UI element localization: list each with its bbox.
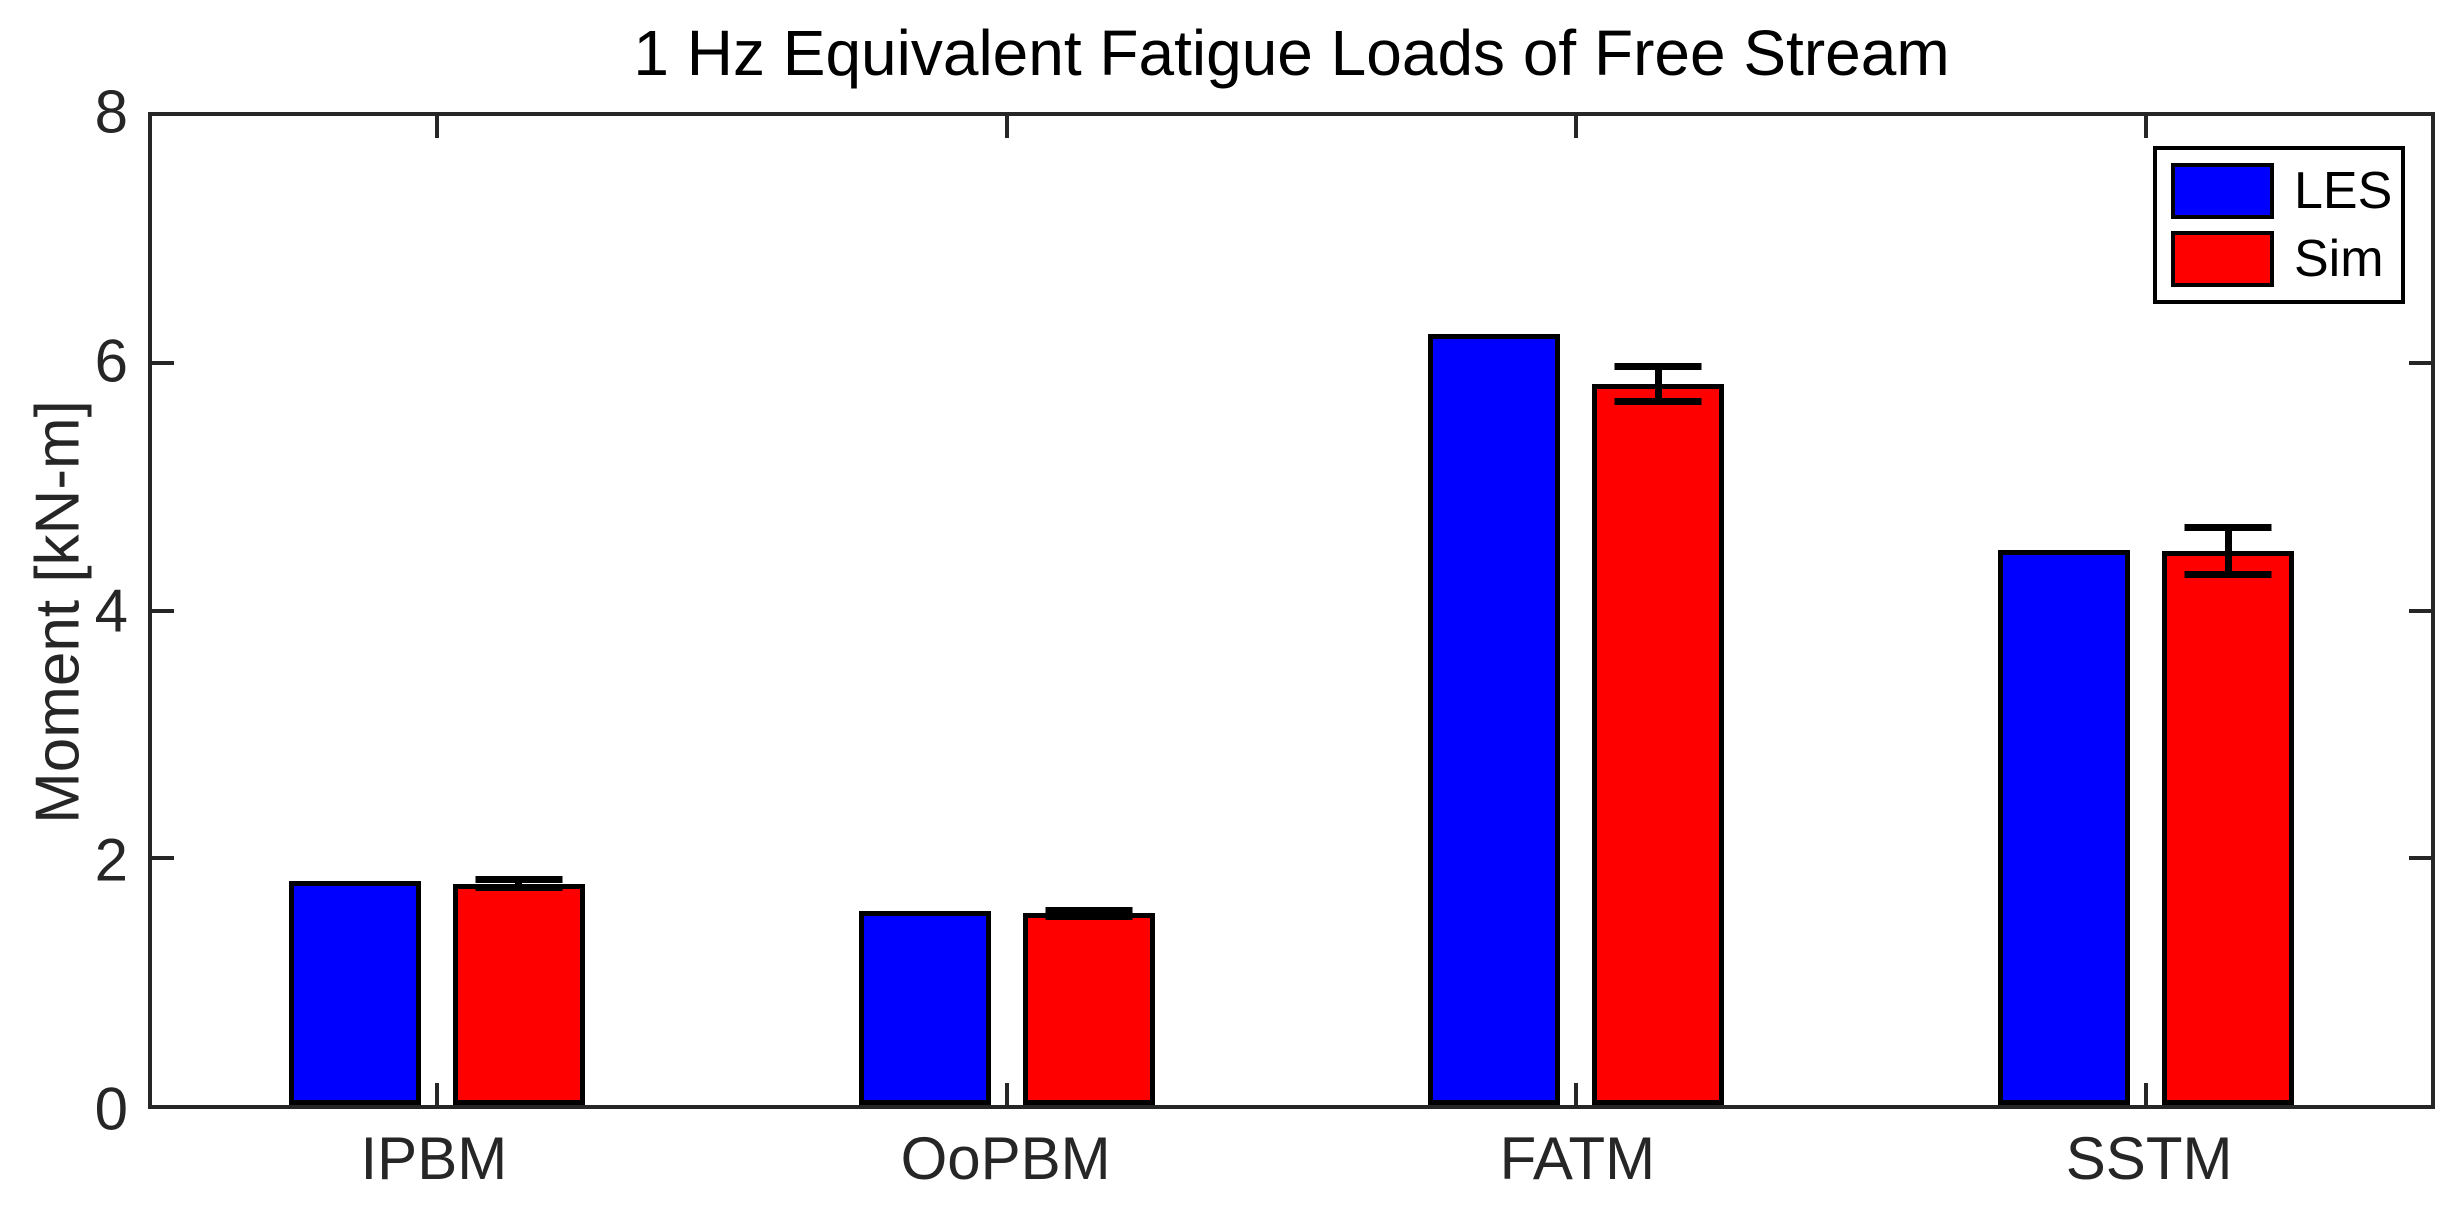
bar-les-oopbm	[858, 910, 991, 1105]
bar-sim-oopbm	[1022, 913, 1155, 1105]
x-axis-tick-labels: IPBM OoPBM FATM SSTM	[148, 1124, 2435, 1193]
y-tick-mark-left-2	[152, 855, 174, 860]
legend-row-les: LES	[2171, 161, 2401, 220]
x-tick-label-sstm: SSTM	[2065, 1125, 2233, 1192]
errorbar-sim-oopbm	[1045, 907, 1133, 920]
bar-les-ipbm	[288, 881, 421, 1105]
legend-swatch-les	[2171, 162, 2274, 219]
y-tick-label-0: 0	[94, 1075, 128, 1143]
x-tick-label-ipbm: IPBM	[360, 1125, 508, 1192]
x-tick-mark-top	[1574, 116, 1579, 138]
y-tick-label-4: 4	[94, 577, 128, 644]
bar-group-ipbm	[152, 116, 722, 1105]
x-tick-label-oopbm: OoPBM	[900, 1125, 1111, 1192]
errorbar-stem	[515, 876, 523, 892]
bar-group-sstm	[1861, 116, 2431, 1105]
y-tick-mark-right-4	[2409, 608, 2431, 613]
y-tick-mark-left-4	[152, 608, 174, 613]
x-tick-mark-top	[1004, 116, 1009, 138]
y-axis-tick-labels: 0 2 4 6 8	[0, 79, 128, 1143]
x-tick-mark-top	[434, 116, 439, 138]
x-tick-mark-bottom	[1574, 1083, 1579, 1105]
y-tick-label-6: 6	[94, 327, 128, 395]
x-tick-mark-bottom	[1004, 1083, 1009, 1105]
y-tick-mark-right-2	[2409, 855, 2431, 860]
errorbar-stem	[2224, 523, 2232, 579]
plot-area	[148, 112, 2435, 1109]
legend-label-les: LES	[2294, 161, 2393, 220]
errorbar-cap-bottom	[475, 884, 563, 892]
bar-pair	[1861, 116, 2431, 1105]
y-tick-mark-right-6	[2409, 361, 2431, 366]
errorbar-cap-bottom	[1045, 912, 1133, 920]
errorbar-cap-bottom	[1614, 398, 1702, 406]
errorbar-cap-bottom	[2184, 571, 2272, 579]
bar-pair	[1292, 116, 1862, 1105]
bar-pair	[722, 116, 1292, 1105]
errorbar-stem	[1654, 363, 1662, 406]
y-tick-mark-left-6	[152, 361, 174, 366]
bar-sim-fatm	[1592, 384, 1725, 1105]
bar-sim-ipbm	[452, 883, 585, 1105]
x-tick-mark-top	[2144, 116, 2149, 138]
legend: LES Sim	[2153, 146, 2405, 304]
legend-swatch-sim	[2171, 231, 2274, 288]
bar-pair	[152, 116, 722, 1105]
x-tick-mark-bottom	[434, 1083, 439, 1105]
bar-sim-sstm	[2162, 551, 2295, 1105]
x-tick-mark-bottom	[2144, 1083, 2149, 1105]
bar-group-oopbm	[722, 116, 1292, 1105]
bar-les-fatm	[1428, 333, 1561, 1105]
bar-group-fatm	[1292, 116, 1862, 1105]
x-tick-label-fatm: FATM	[1499, 1125, 1656, 1192]
legend-label-sim: Sim	[2294, 230, 2384, 289]
bar-groups	[152, 116, 2431, 1105]
errorbar-sim-sstm	[2184, 523, 2272, 579]
errorbar-sim-fatm	[1614, 363, 1702, 406]
legend-row-sim: Sim	[2171, 230, 2401, 289]
chart-title: 1 Hz Equivalent Fatigue Loads of Free St…	[633, 17, 1950, 89]
errorbar-sim-ipbm	[475, 876, 563, 892]
y-tick-label-2: 2	[94, 826, 128, 894]
bar-les-sstm	[1998, 549, 2131, 1105]
y-tick-label-8: 8	[94, 78, 128, 146]
